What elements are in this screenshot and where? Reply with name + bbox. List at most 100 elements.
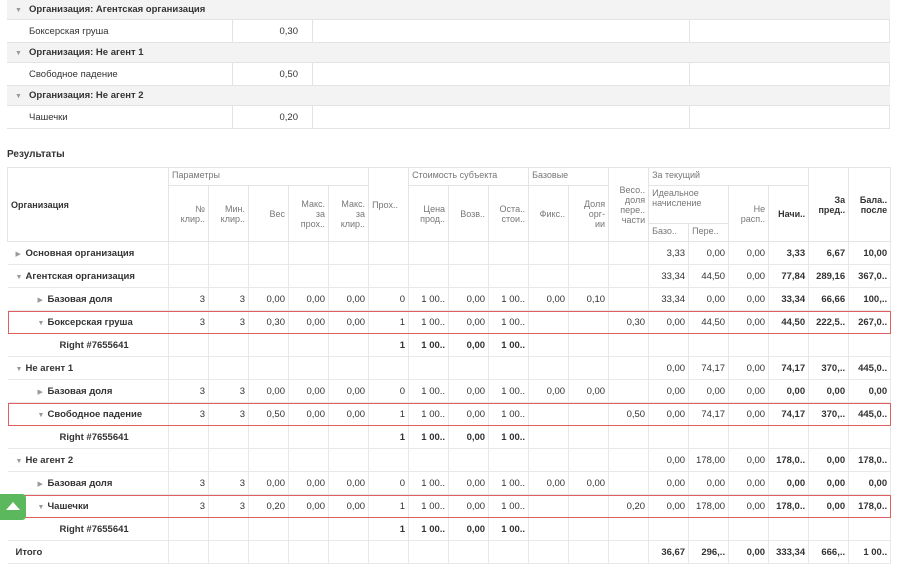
value-cell [608,517,650,541]
value-cell: 0,00 [328,287,370,311]
floating-button[interactable] [0,494,26,520]
cell-value: 0,00 [706,477,726,489]
value-cell [448,264,490,288]
cell-value: 0,00 [306,316,326,328]
value-cell: 370,.. [808,402,850,426]
header-cell: Макс. за прох.. [288,185,329,242]
value-cell [488,540,530,564]
header-cell: Фикс.. [528,185,570,242]
cell-value: 3 [199,316,205,328]
value-cell [168,356,209,380]
value-cell [848,333,892,357]
value-cell [248,425,289,449]
cell-value: 66,66 [821,293,846,305]
toggle-icon: ▼ [15,50,22,57]
value-cell: 178,0.. [768,494,810,518]
cell-value: 0,00 [868,477,888,489]
cell-value: 3 [199,385,205,397]
value-cell: 0,00 [728,310,770,334]
value-cell [568,494,610,518]
name-cell: ▼ Агентская организация [7,264,169,288]
value-cell [568,425,610,449]
cell-value: 33,34 [661,293,686,305]
value-cell [248,241,289,265]
value-cell: 0,00 [848,379,892,403]
value-cell [488,448,530,472]
cell-value: 178,0.. [858,500,888,512]
value-cell [248,517,289,541]
toggle-icon[interactable]: ▼ [15,365,23,373]
cell-value: 0,00 [666,477,686,489]
cell-value: 0,00 [346,477,366,489]
toggle-icon[interactable]: ▼ [37,319,45,327]
item-value: 0,20 [233,106,313,128]
cell-value: 0,50 [626,408,646,420]
value-cell: 1 [368,402,410,426]
header-cell: № клир.. [168,185,209,242]
cell-value: 0,00 [466,385,486,397]
value-cell [568,264,610,288]
value-cell [608,287,650,311]
value-cell: 0,00 [448,310,490,334]
cell-value: 0,00 [746,408,766,420]
fab-icon [6,502,20,510]
toggle-icon[interactable]: ▼ [37,503,45,511]
item-value: 0,50 [233,63,313,85]
value-cell [528,310,570,334]
cell-value: 0,00 [826,500,846,512]
value-cell: 367,0.. [848,264,892,288]
name-cell: ▼ Чашечки [7,494,169,518]
cell-value: 0,00 [466,523,486,535]
toggle-icon[interactable]: ▶ [37,296,43,304]
cell-value: 0,20 [626,500,646,512]
toggle-icon[interactable]: ▼ [15,457,23,465]
cell-value: 0,00 [826,454,846,466]
cell-value: 1 00.. [421,523,446,535]
header-cell: Мин. клир.. [208,185,249,242]
value-cell [648,517,690,541]
cell-value: 0,00 [826,477,846,489]
header-cell: Базо.. [648,223,690,242]
value-cell: 1 00.. [408,425,450,449]
header-cell: За пред.. [808,167,850,242]
name-cell: Итого [7,540,169,564]
row-name: Не агент 1 [25,362,74,374]
toggle-icon[interactable]: ▼ [15,273,23,281]
value-cell [368,448,410,472]
cell-value: 3 [199,477,205,489]
name-cell: ▼ Боксерская груша [7,310,169,334]
toggle-icon[interactable]: ▶ [15,250,21,258]
value-cell: 1 00.. [488,310,530,334]
cell-value: 0,00 [546,293,566,305]
value-cell: 178,0.. [768,448,810,472]
value-cell: 1 00.. [408,333,450,357]
cell-value: 3 [239,293,245,305]
value-cell [528,540,570,564]
value-cell: 0,20 [248,494,289,518]
header-group: Параметры [167,167,370,186]
value-cell: 0,00 [648,471,690,495]
group-title: Организация: Не агент 1 [29,47,144,58]
cell-value: 1 00.. [863,546,888,558]
cell-value: 1 00.. [501,500,526,512]
value-cell: 178,00 [688,448,730,472]
empty-cell [690,20,890,42]
value-cell [248,333,289,357]
value-cell: 3 [208,494,249,518]
value-cell: 370,.. [808,356,850,380]
cell-value: 0,00 [666,454,686,466]
value-cell [408,356,450,380]
cell-value: 1 00.. [501,431,526,443]
value-cell [608,241,650,265]
toggle-icon[interactable]: ▶ [37,480,43,488]
value-cell [288,264,329,288]
value-cell [568,540,610,564]
value-cell: 0,00 [448,402,490,426]
value-cell: 1 00.. [408,379,450,403]
value-cell [288,333,329,357]
value-cell [248,540,289,564]
value-cell [688,425,730,449]
value-cell: 0,00 [728,471,770,495]
toggle-icon[interactable]: ▼ [37,411,45,419]
toggle-icon[interactable]: ▶ [37,388,43,396]
